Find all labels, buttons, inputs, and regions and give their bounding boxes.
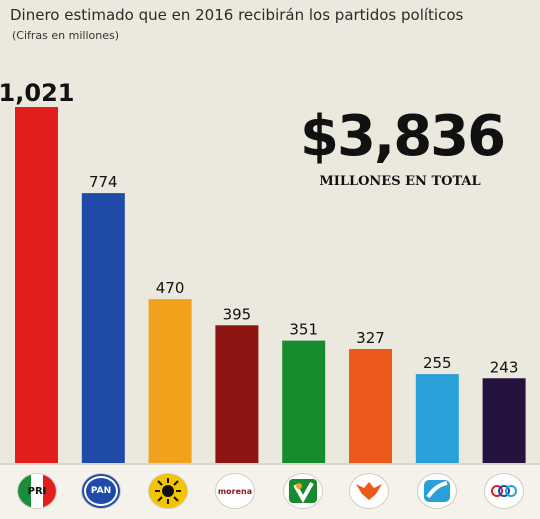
nueva-alianza-logo-icon — [418, 474, 456, 508]
bar-value-label: 470 — [156, 279, 185, 297]
bar-value-label: 1,021 — [0, 79, 74, 107]
movimiento-ciudadano-logo-icon — [350, 474, 388, 508]
circles-icon — [491, 485, 517, 497]
chart-title: Dinero estimado que en 2016 recibirán lo… — [10, 6, 464, 24]
bar-pan — [81, 193, 125, 463]
total-label: MILLONES EN TOTAL — [319, 174, 481, 189]
chart-subtitle: (Cifras en millones) — [12, 29, 120, 42]
prd-logo-icon — [149, 474, 187, 508]
party-logo-strip — [0, 463, 540, 519]
bar-value-label: 774 — [89, 173, 118, 191]
bar-value-label: 395 — [223, 305, 252, 323]
bar-pvem — [282, 340, 326, 463]
bar-nueva-alianza — [415, 374, 459, 463]
pan-logo-icon: PAN — [82, 474, 120, 508]
encuentro-social-logo-icon — [485, 474, 523, 508]
pvem-logo-icon — [284, 474, 322, 508]
morena-logo-icon: morena — [216, 474, 254, 508]
bar-value-label: 255 — [423, 354, 452, 372]
morena-logo-text: morena — [217, 486, 253, 496]
pri-logo-text: PRI — [27, 485, 47, 497]
pri-logo-icon: PRI — [18, 474, 56, 508]
bar-encuentro-social — [482, 378, 526, 463]
bar-morena — [215, 325, 259, 463]
bar-movimiento-ciudadano — [349, 348, 392, 463]
sun-icon — [155, 478, 181, 504]
pan-logo-text: PAN — [90, 486, 112, 496]
swoosh-icon — [424, 480, 450, 502]
bar-value-label: 351 — [289, 321, 318, 339]
bar-prd — [148, 299, 192, 463]
eagle-icon — [356, 482, 382, 500]
bar-value-label: 243 — [490, 358, 519, 376]
bar-chart: 1,021 774 470 395 351 327 255 243 — [0, 79, 526, 463]
bar-pri — [15, 107, 58, 463]
bar-value-label: 327 — [356, 329, 385, 347]
total-amount: $3,836 — [300, 104, 506, 169]
toucan-icon — [289, 479, 317, 504]
